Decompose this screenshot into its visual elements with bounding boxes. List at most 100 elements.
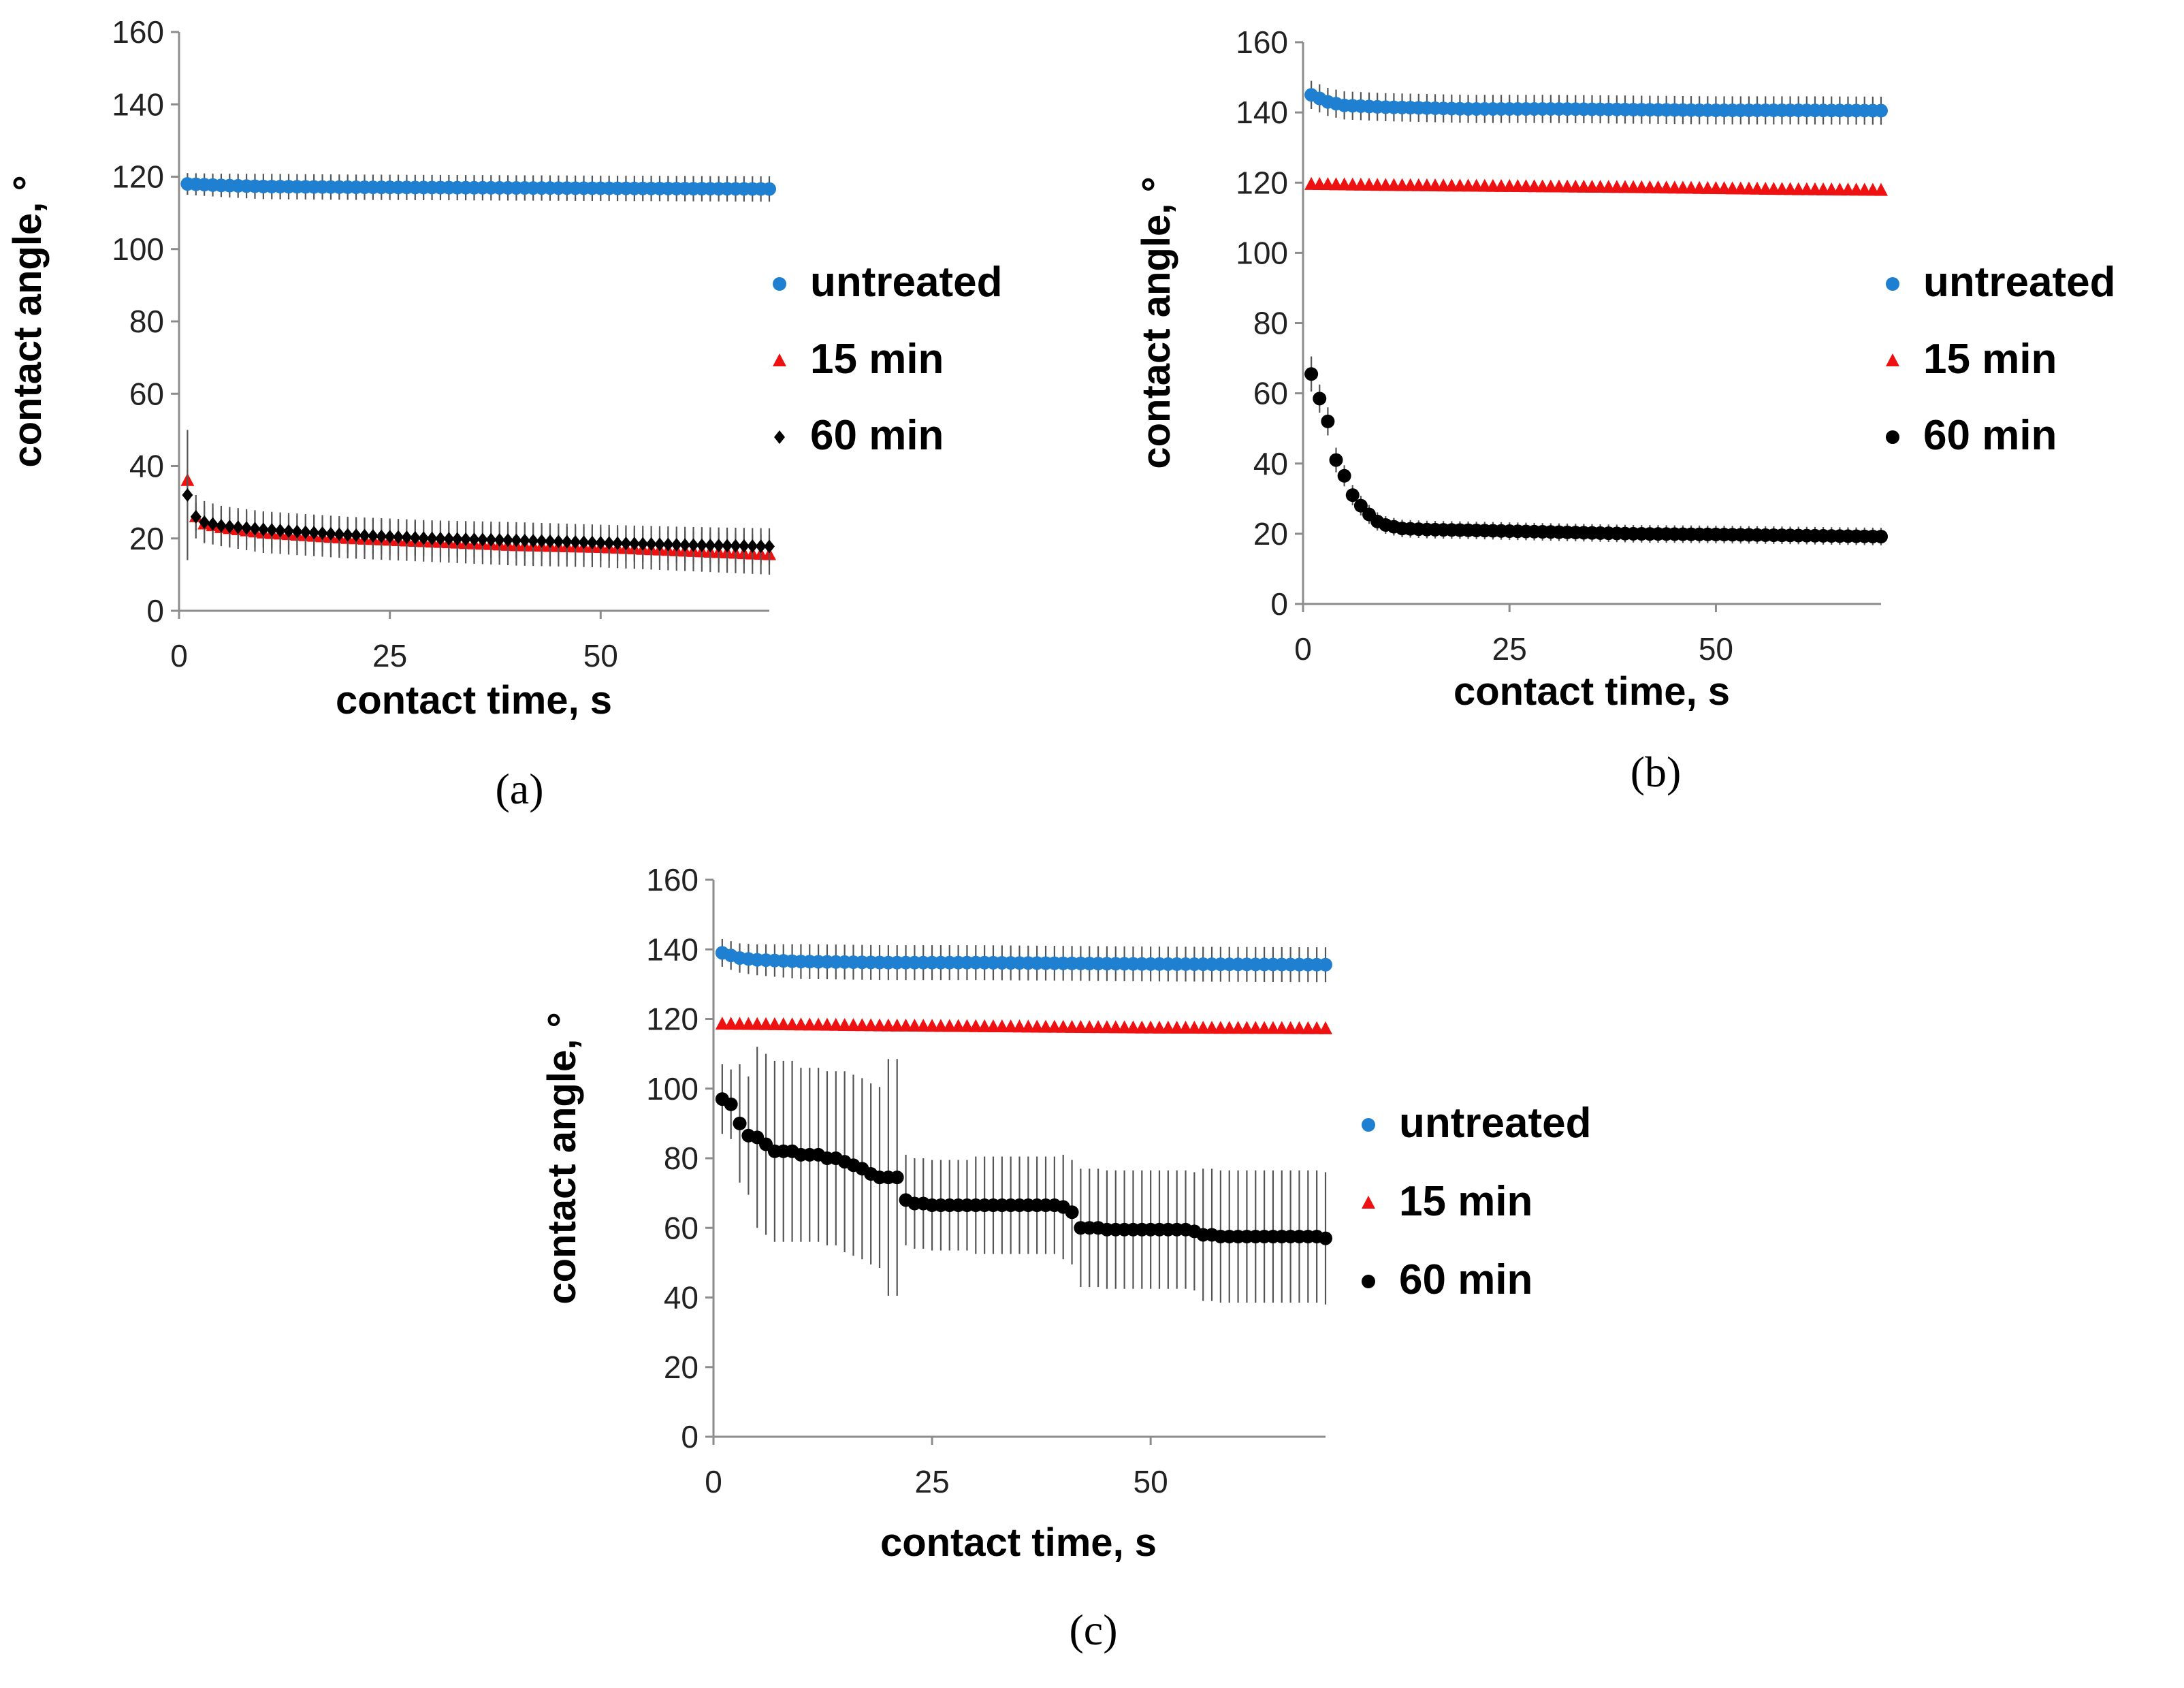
data-point [978, 1019, 992, 1032]
data-point [890, 1171, 904, 1185]
data-point [1213, 1021, 1227, 1034]
data-point [1301, 1021, 1315, 1034]
data-point [1196, 1021, 1210, 1034]
data-point [764, 539, 775, 554]
data-point [578, 535, 590, 550]
series-untreated [715, 938, 1332, 983]
data-point [182, 488, 193, 502]
legend: untreated 15 min 60 min [1362, 1100, 1591, 1303]
legend-label: 15 min [1399, 1178, 1532, 1225]
data-point [401, 530, 413, 545]
data-point [266, 523, 278, 537]
data-point [1099, 1020, 1114, 1034]
x-tick-label: 25 [914, 1464, 949, 1499]
data-point [662, 537, 674, 552]
data-point [215, 519, 227, 533]
legend-marker-60-min [774, 430, 785, 444]
data-point [1345, 488, 1360, 503]
data-point [249, 522, 261, 536]
data-point [864, 1018, 878, 1032]
data-point [776, 1017, 790, 1030]
y-tick-label: 120 [646, 1002, 698, 1037]
legend-label: 15 min [810, 336, 944, 383]
legend-label: 15 min [1923, 336, 2057, 383]
data-point [317, 526, 328, 541]
y-tick-label: 40 [664, 1280, 698, 1316]
x-tick-label: 0 [170, 638, 188, 673]
x-tick-label: 0 [1294, 631, 1312, 667]
data-point [1205, 1021, 1219, 1034]
y-tick-label: 120 [1236, 165, 1288, 200]
data-point [855, 1018, 869, 1032]
data-point [300, 525, 311, 539]
data-point [376, 529, 387, 543]
data-point [1231, 1021, 1245, 1034]
x-tick-label: 50 [1134, 1464, 1168, 1499]
data-point [881, 1018, 895, 1032]
legend-marker-untreated [1886, 277, 1899, 291]
legend: untreated 15 min 60 min [773, 259, 1002, 459]
data-point [283, 524, 295, 538]
data-point [1152, 1020, 1166, 1034]
x-tick-label: 50 [583, 638, 618, 673]
data-point [207, 517, 219, 531]
data-point [1274, 1021, 1289, 1034]
data-point [1304, 367, 1319, 381]
data-point [942, 1019, 957, 1032]
x-tick-label: 0 [705, 1464, 722, 1499]
y-tick-label: 80 [129, 304, 164, 339]
data-point [451, 532, 463, 546]
data-point [603, 536, 615, 550]
data-point [715, 1017, 729, 1030]
y-tick-label: 140 [112, 86, 164, 122]
data-point [536, 534, 547, 548]
y-axis-title: contact angle, ° [540, 1012, 584, 1304]
data-point [837, 1017, 852, 1031]
data-point [762, 182, 776, 196]
y-tick-label: 60 [1253, 376, 1288, 411]
y-tick-label: 20 [664, 1350, 698, 1385]
data-point [1126, 1020, 1140, 1034]
legend-marker-60-min [1362, 1275, 1375, 1288]
data-point [232, 520, 244, 535]
data-point [785, 1017, 799, 1031]
data-point [1091, 1020, 1106, 1034]
data-point [1249, 1021, 1263, 1034]
data-point [724, 1097, 738, 1111]
data-point [393, 530, 404, 544]
data-point [1313, 392, 1327, 406]
data-point [803, 1017, 817, 1031]
data-point [477, 532, 488, 547]
data-point [612, 536, 624, 550]
data-point [1319, 1021, 1332, 1034]
data-point [511, 533, 522, 547]
data-point [586, 535, 598, 550]
y-tick-label: 60 [664, 1210, 698, 1245]
data-point [908, 1019, 922, 1032]
data-point [741, 1017, 756, 1030]
y-tick-label: 0 [681, 1419, 698, 1454]
legend-label: untreated [1399, 1100, 1591, 1147]
legend-marker-15-min [1362, 1196, 1375, 1209]
data-point [1117, 1020, 1131, 1034]
data-point [645, 537, 657, 552]
data-point [899, 1018, 913, 1032]
data-point [502, 533, 514, 547]
data-point [696, 538, 707, 552]
data-point [241, 521, 253, 535]
series-15-min [715, 1017, 1332, 1034]
data-point [1039, 1019, 1053, 1033]
data-point [829, 1017, 843, 1031]
y-axis-title: contact angle, ° [5, 175, 50, 467]
legend-label: 60 min [1399, 1256, 1532, 1303]
x-tick-label: 50 [1699, 631, 1733, 667]
data-point [794, 1017, 808, 1031]
data-point [637, 537, 649, 551]
data-point [1187, 1021, 1202, 1034]
data-point [1144, 1020, 1158, 1034]
y-tick-label: 20 [129, 521, 164, 556]
y-tick-label: 80 [1253, 306, 1288, 341]
data-point [1065, 1019, 1079, 1033]
data-point [747, 539, 758, 554]
